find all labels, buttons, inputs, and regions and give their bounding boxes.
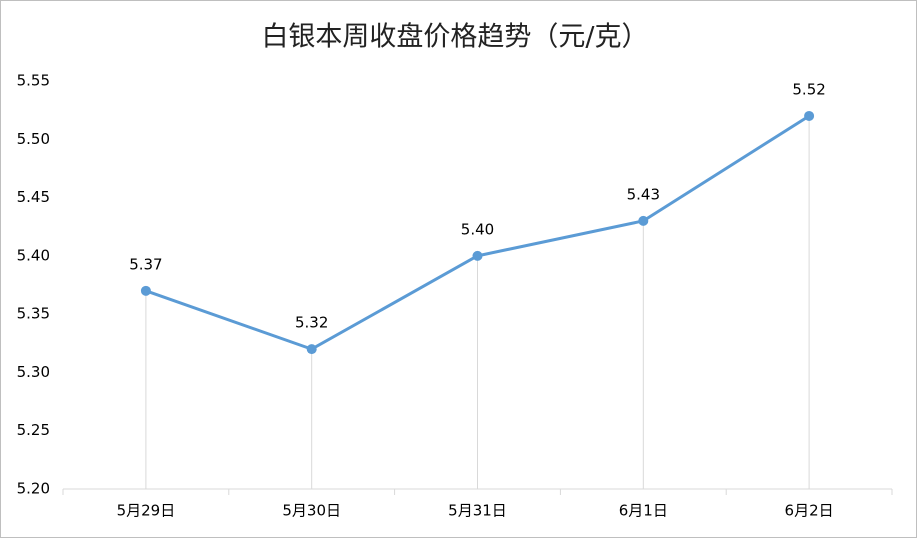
data-label: 5.52 (792, 80, 825, 98)
chart-title: 白银本周收盘价格趋势（元/克） (261, 22, 648, 53)
x-tick-label: 6月1日 (619, 502, 668, 520)
y-tick-label: 5.30 (17, 363, 50, 381)
y-tick-label: 5.40 (17, 246, 50, 264)
point (306, 344, 317, 355)
y-tick-label: 5.20 (17, 480, 50, 498)
point (638, 215, 649, 226)
x-tick-label: 5月30日 (282, 502, 341, 520)
x-tick-label: 6月2日 (785, 502, 834, 520)
y-tick-label: 5.45 (17, 188, 50, 206)
y-tick-label: 5.35 (17, 305, 50, 323)
point (140, 285, 151, 296)
x-tick-label: 5月29日 (117, 502, 176, 520)
y-tick-label: 5.25 (17, 421, 50, 439)
data-label: 5.37 (129, 255, 162, 273)
data-label: 5.40 (461, 220, 494, 238)
data-label: 5.43 (627, 185, 660, 203)
data-label: 5.32 (295, 314, 328, 332)
x-tick-label: 5月31日 (448, 502, 507, 520)
point (804, 110, 815, 121)
y-tick-label: 5.55 (17, 72, 50, 90)
point (472, 250, 483, 261)
y-tick-label: 5.50 (17, 130, 50, 148)
